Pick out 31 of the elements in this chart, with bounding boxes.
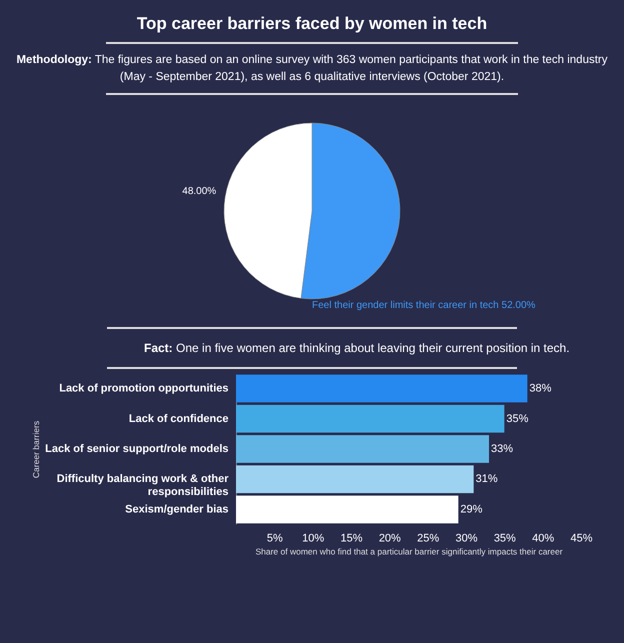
bar	[236, 496, 458, 524]
x-axis-title: Share of women who find that a particular barrier significantly impacts their career	[255, 546, 563, 557]
y-tick-label: Lack of promotion opportunities	[59, 382, 228, 395]
bar	[236, 466, 474, 494]
x-tick-label: 30%	[455, 532, 478, 545]
data-label: 29%	[460, 504, 483, 516]
x-tick-label: 5%	[266, 532, 283, 545]
y-tick-label: Sexism/gender bias	[125, 504, 228, 516]
bar	[236, 405, 504, 434]
x-tick-label: 15%	[340, 532, 363, 545]
bar	[236, 374, 528, 403]
y-axis-title: Career barriers	[31, 421, 42, 478]
x-tick-label: 25%	[417, 532, 440, 545]
slice-label: Feel their gender limits their career in tech 52.00%	[312, 300, 536, 312]
data-label: 35%	[506, 413, 529, 426]
x-tick-label: 10%	[302, 532, 324, 545]
y-tick-label: Difficulty balancing work & other responsibilities	[56, 474, 230, 499]
x-tick-label: 35%	[494, 532, 516, 545]
data-label: 33%	[491, 443, 514, 456]
bar	[236, 435, 489, 464]
x-tick-label: 45%	[570, 532, 593, 545]
y-tick-label: Lack of senior support/role models	[45, 443, 228, 456]
x-tick-label: 40%	[532, 532, 554, 545]
text: Methodology: The figures are based on an online survey with 363 women participants that work in the tech industry (May - September 2021), as well as 6 qualitative interviews (October 2021).	[15, 53, 609, 85]
data-label: 48.00%	[182, 186, 216, 198]
chart-title: Top career barriers faced by women in tech	[136, 14, 488, 34]
x-tick-label: 20%	[378, 532, 402, 545]
data-label: 31%	[476, 474, 498, 486]
data-label: 38%	[529, 382, 552, 395]
y-tick-label: Lack of confidence	[128, 413, 228, 426]
text: Fact: One in five women are thinking about leaving their current position in tech.	[144, 341, 571, 356]
